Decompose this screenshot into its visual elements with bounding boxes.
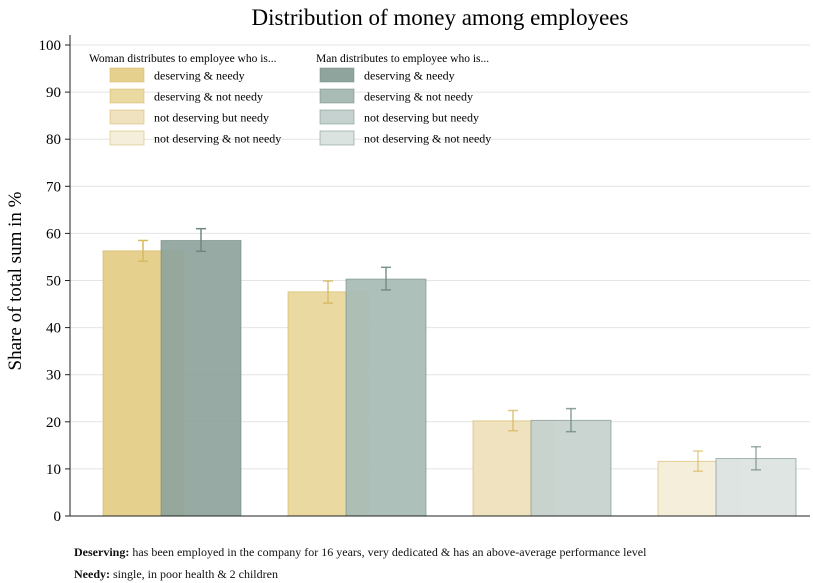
note-needy-text: single, in poor health & 2 children bbox=[113, 567, 278, 581]
note-deserving-text: has been employed in the company for 16 … bbox=[132, 545, 647, 559]
legend: Woman distributes to employee who is... … bbox=[89, 53, 491, 146]
y-axis-label: Share of total sum in % bbox=[5, 191, 26, 370]
y-tick-label: 50 bbox=[46, 274, 61, 290]
legend-header-man: Man distributes to employee who is... bbox=[316, 53, 489, 65]
legend-label-woman-1: deserving & needy bbox=[154, 69, 245, 83]
y-tick-label: 40 bbox=[46, 321, 61, 337]
legend-label-man-2: deserving & not needy bbox=[364, 90, 473, 104]
note-needy: Needy: single, in poor health & 2 childr… bbox=[74, 567, 278, 582]
legend-swatch-man-3 bbox=[319, 109, 355, 125]
chart-title: Distribution of money among employees bbox=[252, 5, 629, 30]
legend-swatch-woman-3 bbox=[109, 109, 145, 125]
y-tick-label: 60 bbox=[46, 226, 61, 242]
legend-label-woman-3: not deserving but needy bbox=[154, 111, 269, 125]
legend-swatch-man-4 bbox=[319, 130, 355, 146]
y-ticks: 0 10 20 30 40 50 60 70 80 90 100 bbox=[39, 38, 70, 525]
legend-label-man-1: deserving & needy bbox=[364, 69, 455, 83]
y-tick-label: 0 bbox=[54, 509, 62, 525]
note-deserving: Deserving: has been employed in the comp… bbox=[74, 545, 646, 560]
y-tick-label: 30 bbox=[46, 368, 61, 384]
bars bbox=[102, 239, 797, 517]
legend-header-woman: Woman distributes to employee who is... bbox=[89, 53, 277, 65]
y-tick-label: 70 bbox=[46, 179, 61, 195]
note-needy-label: Needy: bbox=[74, 567, 110, 581]
error-bars bbox=[138, 227, 761, 473]
legend-label-woman-2: deserving & not needy bbox=[154, 90, 263, 104]
legend-swatch-woman-1 bbox=[109, 67, 145, 83]
y-tick-label: 80 bbox=[46, 132, 61, 148]
legend-swatch-woman-4 bbox=[109, 130, 145, 146]
y-tick-label: 20 bbox=[46, 415, 61, 431]
man-bar-1 bbox=[160, 239, 242, 517]
axes bbox=[69, 35, 810, 517]
man-bar-2 bbox=[345, 278, 427, 517]
legend-label-man-4: not deserving & not needy bbox=[364, 132, 491, 146]
legend-swatch-woman-2 bbox=[109, 88, 145, 104]
y-tick-label: 90 bbox=[46, 85, 61, 101]
bar-chart: Distribution of money among employees Sh… bbox=[5, 5, 810, 525]
legend-label-man-3: not deserving but needy bbox=[364, 111, 479, 125]
legend-swatch-man-2 bbox=[319, 88, 355, 104]
legend-label-woman-4: not deserving & not needy bbox=[154, 132, 281, 146]
man-bar-3 bbox=[530, 419, 612, 517]
legend-swatch-man-1 bbox=[319, 67, 355, 83]
y-tick-label: 10 bbox=[46, 462, 61, 478]
y-tick-label: 100 bbox=[39, 38, 62, 54]
note-deserving-label: Deserving: bbox=[74, 545, 130, 559]
